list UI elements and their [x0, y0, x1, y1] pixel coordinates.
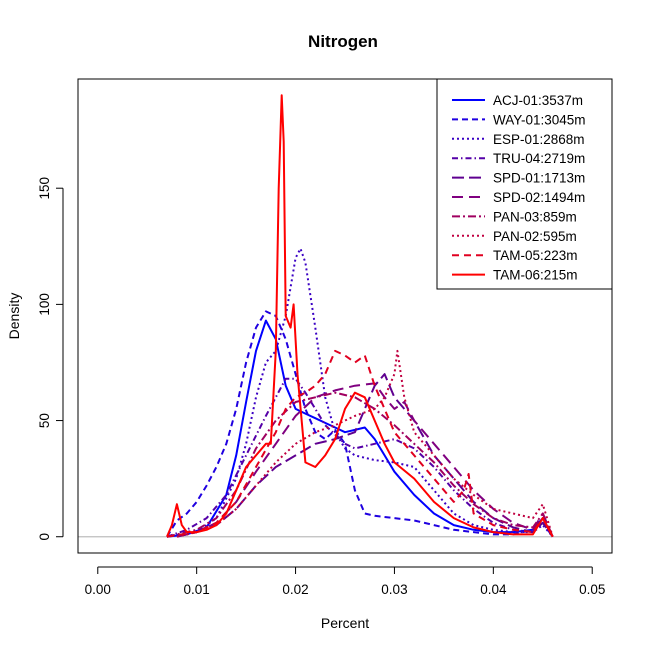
legend-label: ACJ-01:3537m [493, 93, 583, 108]
legend-label: WAY-01:3045m [493, 112, 586, 127]
x-tick-label: 0.02 [282, 582, 308, 597]
y-tick-label: 100 [37, 293, 52, 316]
legend-label: TRU-04:2719m [493, 151, 585, 166]
y-tick-label: 0 [37, 533, 52, 541]
y-tick-label: 150 [37, 177, 52, 200]
x-tick-label: 0.03 [381, 582, 407, 597]
plot-frame [77, 78, 613, 554]
x-tick-label: 0.05 [579, 582, 605, 597]
x-axis: 0.00 0.01 0.02 0.03 0.04 0.05 [85, 566, 605, 597]
series-line-9 [166, 349, 554, 538]
legend-box [436, 78, 613, 290]
series-line-6 [176, 382, 554, 538]
series-layer [166, 94, 554, 538]
series-line-4 [166, 377, 554, 538]
legend-label: SPD-01:1713m [493, 171, 585, 186]
legend-label: PAN-03:859m [493, 209, 577, 224]
legend-label: TAM-05:223m [493, 248, 578, 263]
chart-title: Nitrogen [308, 32, 378, 51]
y-axis: 0 50 100 150 [37, 177, 64, 541]
series-line-3 [166, 247, 554, 538]
series-line-10 [166, 94, 554, 538]
legend-label: ESP-01:2868m [493, 132, 585, 147]
legend-label: PAN-02:595m [493, 229, 577, 244]
legend-label: SPD-02:1494m [493, 190, 585, 205]
y-tick-label: 50 [37, 413, 52, 428]
y-axis-label: Density [6, 293, 22, 340]
x-axis-label: Percent [321, 615, 369, 631]
legend-label: TAM-06:215m [493, 268, 578, 283]
x-tick-label: 0.01 [184, 582, 210, 597]
x-tick-label: 0.04 [480, 582, 507, 597]
series-line-8 [176, 349, 554, 538]
series-line-2 [166, 310, 554, 538]
series-line-1 [166, 319, 554, 538]
x-tick-label: 0.00 [85, 582, 111, 597]
legend: ACJ-01:3537m WAY-01:3045m ESP-01:2868m TRU-… [436, 78, 613, 290]
